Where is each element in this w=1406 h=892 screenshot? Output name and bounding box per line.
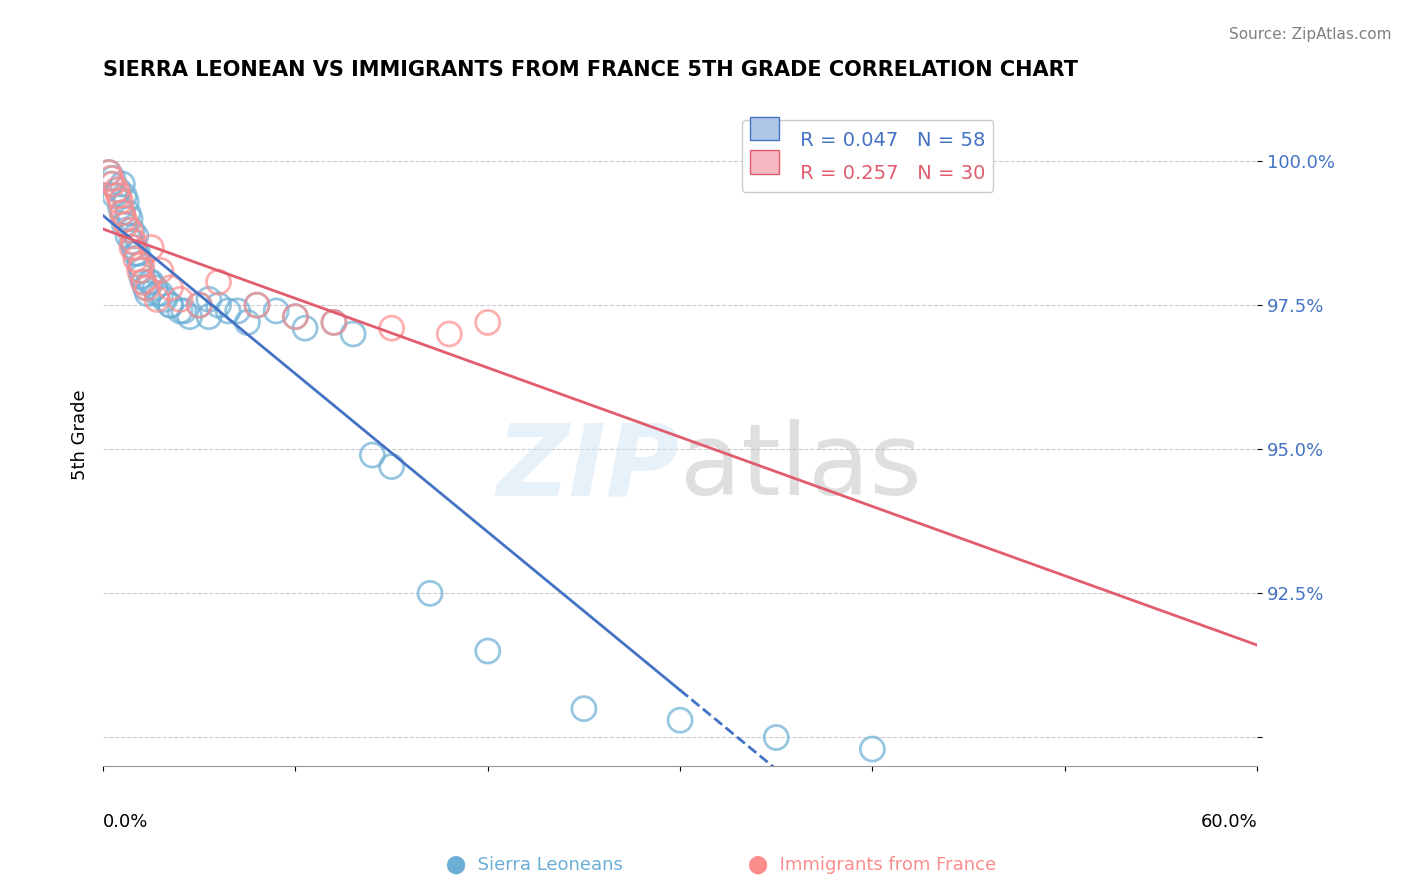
Legend:  R = 0.047   N = 58,  R = 0.257   N = 30: R = 0.047 N = 58, R = 0.257 N = 30 (742, 120, 994, 193)
Point (122, 235, 145, 249)
Point (198, 310, 221, 324)
Point (112, 218, 135, 232)
Point (439, 326, 461, 341)
Point (146, 293, 169, 307)
Point (322, 315, 344, 329)
Point (246, 298, 269, 312)
Point (97, 165, 120, 179)
Text: atlas: atlas (681, 419, 922, 516)
Point (100, 177, 122, 191)
Point (111, 206, 134, 220)
Point (111, 206, 134, 220)
Point (138, 275, 160, 289)
Point (125, 229, 148, 244)
Point (111, 177, 134, 191)
Point (169, 293, 191, 307)
Point (226, 304, 249, 318)
Point (284, 310, 307, 324)
Point (97, 165, 120, 179)
Text: 60.0%: 60.0% (1201, 813, 1257, 830)
Point (134, 281, 156, 295)
Point (159, 298, 181, 312)
Point (236, 315, 259, 329)
Point (198, 293, 221, 307)
Point (115, 194, 138, 209)
Point (294, 321, 316, 335)
Text: ⬤  Immigrants from France: ⬤ Immigrants from France (748, 855, 995, 874)
Point (765, 731, 787, 745)
Point (149, 263, 172, 277)
Text: 0.0%: 0.0% (103, 813, 149, 830)
Point (264, 304, 287, 318)
Point (112, 188, 135, 202)
Point (141, 240, 163, 254)
Point (131, 263, 153, 277)
Point (207, 275, 229, 289)
Point (207, 298, 229, 312)
Point (121, 235, 143, 249)
Point (477, 315, 499, 329)
Text: ZIP: ZIP (498, 419, 681, 516)
Point (117, 206, 139, 220)
Point (110, 194, 132, 209)
Point (669, 713, 692, 727)
Point (141, 275, 163, 289)
Point (143, 281, 166, 295)
Point (125, 246, 148, 260)
Point (173, 304, 195, 318)
Point (169, 304, 191, 318)
Point (284, 310, 307, 324)
Point (322, 315, 344, 329)
Point (107, 183, 129, 197)
Point (115, 218, 138, 232)
Point (246, 298, 269, 312)
Point (361, 448, 384, 462)
Point (117, 229, 139, 244)
Point (136, 281, 159, 295)
Text: Source: ZipAtlas.com: Source: ZipAtlas.com (1229, 27, 1392, 42)
Point (122, 240, 145, 254)
Point (112, 211, 135, 226)
Point (149, 286, 172, 301)
Point (131, 269, 153, 284)
Point (136, 286, 159, 301)
Point (381, 321, 404, 335)
Point (101, 177, 124, 191)
Point (159, 281, 181, 295)
Point (118, 211, 141, 226)
Text: ⬤  Sierra Leoneans: ⬤ Sierra Leoneans (446, 855, 623, 874)
Point (159, 298, 181, 312)
Point (179, 310, 201, 324)
Point (132, 275, 155, 289)
Point (131, 258, 153, 272)
Point (188, 298, 211, 312)
Point (100, 171, 122, 186)
Point (860, 742, 883, 756)
Point (101, 171, 124, 186)
Point (572, 701, 595, 715)
Point (107, 188, 129, 202)
Point (125, 252, 148, 266)
Text: SIERRA LEONEAN VS IMMIGRANTS FROM FRANCE 5TH GRADE CORRELATION CHART: SIERRA LEONEAN VS IMMIGRANTS FROM FRANCE… (103, 60, 1078, 79)
Point (217, 304, 239, 318)
Y-axis label: 5th Grade: 5th Grade (72, 390, 89, 480)
Point (188, 298, 211, 312)
Point (105, 183, 128, 197)
Point (118, 223, 141, 237)
Point (132, 275, 155, 289)
Point (104, 188, 127, 202)
Point (121, 223, 143, 237)
Point (153, 293, 176, 307)
Point (128, 263, 150, 277)
Point (381, 459, 404, 474)
Point (128, 258, 150, 272)
Point (146, 286, 169, 301)
Point (477, 644, 499, 658)
Point (342, 326, 364, 341)
Point (127, 246, 149, 260)
Point (419, 586, 441, 600)
Point (110, 200, 132, 214)
Point (121, 240, 143, 254)
